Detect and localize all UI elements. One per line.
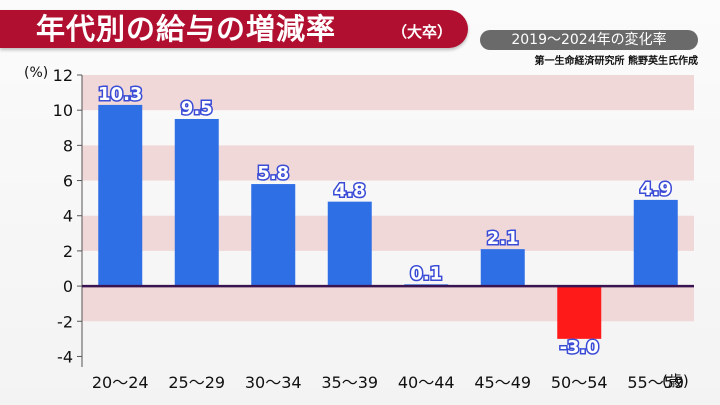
x-tick-label: 20〜24 xyxy=(92,373,149,392)
bar xyxy=(633,199,678,287)
y-tick-label: 6 xyxy=(63,172,73,191)
x-tick-label: 40〜44 xyxy=(398,373,455,392)
bar xyxy=(251,184,296,287)
bar-value-label: 10.3 xyxy=(98,84,142,105)
grid-stripe xyxy=(82,286,694,322)
chart-title-qualifier: （大卒） xyxy=(392,23,453,41)
bar xyxy=(98,104,143,287)
y-tick-label: 2 xyxy=(63,242,73,261)
bar xyxy=(480,249,525,287)
y-tick-label: 8 xyxy=(63,136,73,155)
bar-value-label: 5.8 xyxy=(257,163,289,184)
y-tick-label: -4 xyxy=(57,347,73,366)
bar-value-label: 4.9 xyxy=(640,179,672,200)
x-axis-unit: (歳) xyxy=(662,372,689,390)
x-tick-label: 25〜29 xyxy=(168,373,225,392)
bar xyxy=(174,118,219,287)
x-tick-label: 30〜34 xyxy=(245,373,302,392)
y-axis-unit: (%) xyxy=(24,65,49,81)
x-tick-label: 50〜54 xyxy=(551,373,608,392)
bar xyxy=(327,201,372,287)
y-tick-label: 12 xyxy=(53,66,73,85)
x-tick-label: 45〜49 xyxy=(474,373,531,392)
y-tick-label: 10 xyxy=(53,101,73,120)
bar-value-label: 9.5 xyxy=(181,98,213,119)
y-tick-label: 0 xyxy=(63,277,73,296)
grid-stripe xyxy=(82,215,694,251)
x-tick-label: 55〜59 xyxy=(627,373,684,392)
y-tick-label: -2 xyxy=(57,312,73,331)
bar-value-label: 2.1 xyxy=(487,228,519,249)
chart-title: 年代別の給与の増減率 xyxy=(36,12,337,46)
period-badge: 2019〜2024年の変化率 xyxy=(480,30,698,50)
bar-value-label: -3.0 xyxy=(560,337,599,358)
bar-value-label: 0.1 xyxy=(410,263,442,284)
grid-stripe xyxy=(82,145,694,181)
source-note: 第一生命経済研究所 熊野英生氏作成 xyxy=(534,56,698,67)
grid-stripe xyxy=(82,75,694,111)
y-tick-label: 4 xyxy=(63,207,73,226)
bar-value-label: 4.8 xyxy=(334,181,366,202)
title-band xyxy=(0,10,468,48)
bar xyxy=(557,286,602,339)
x-tick-label: 35〜39 xyxy=(321,373,378,392)
